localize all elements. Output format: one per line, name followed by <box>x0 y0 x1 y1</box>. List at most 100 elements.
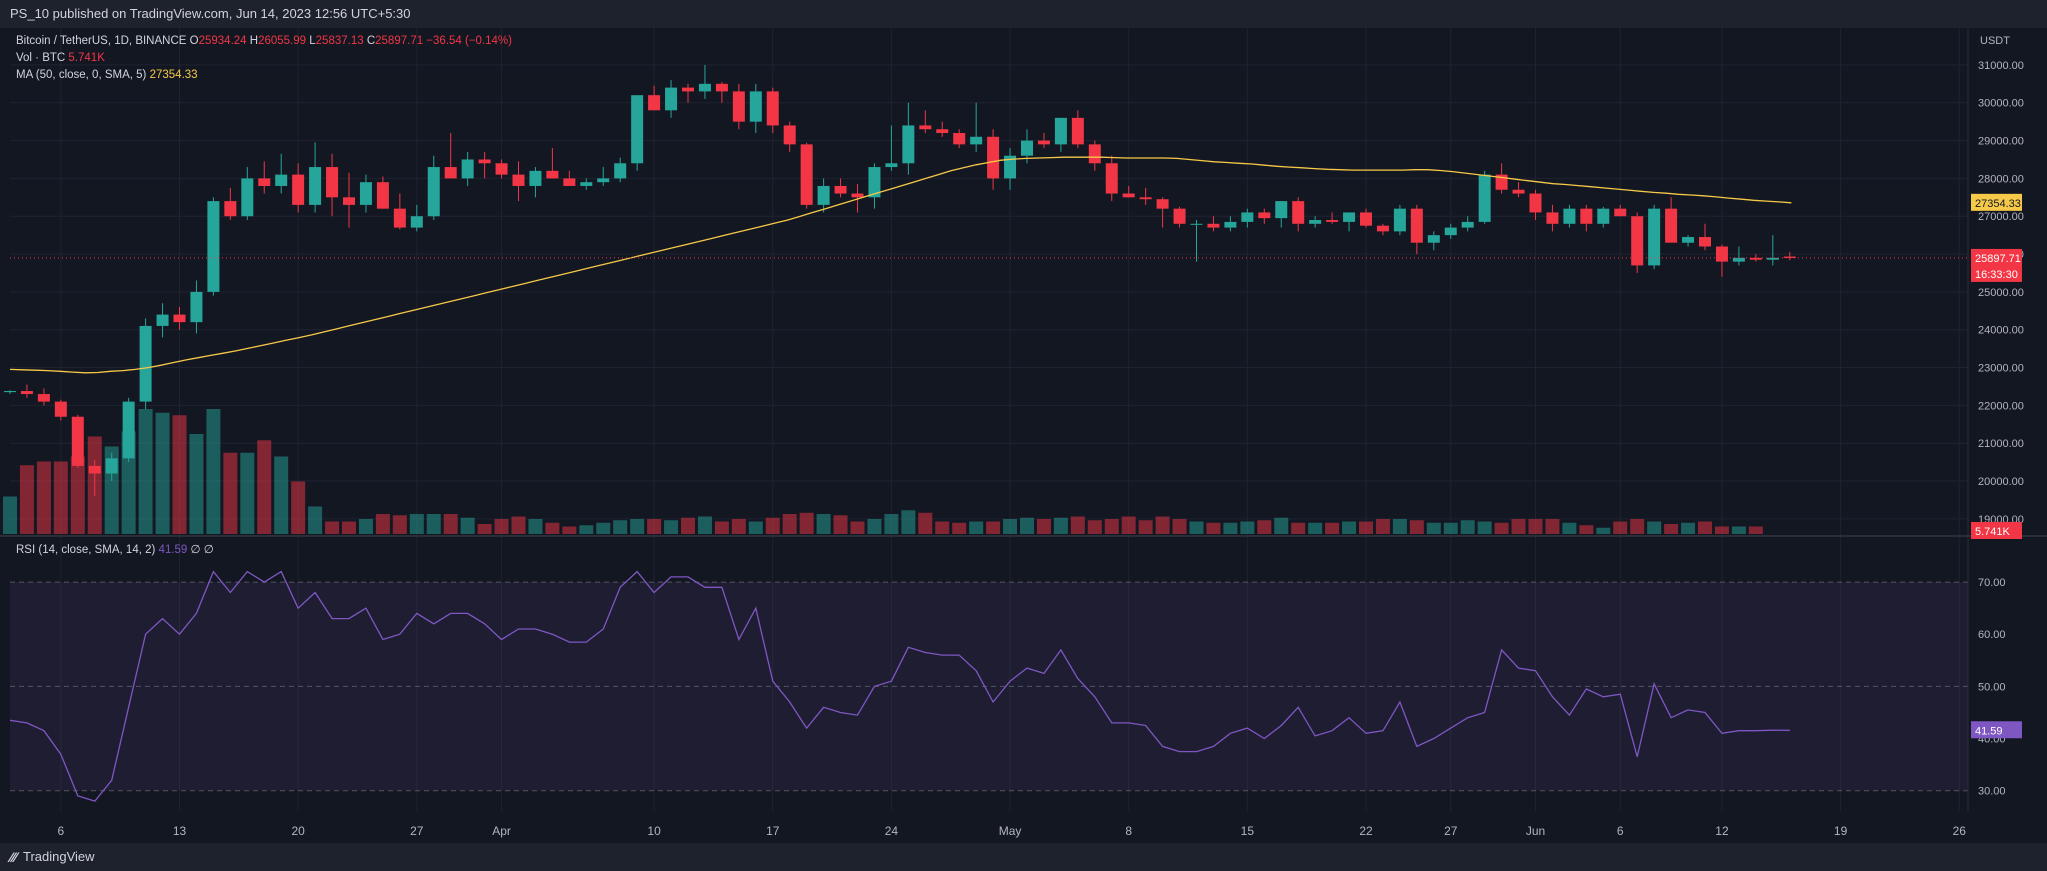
volume-bar <box>765 517 780 534</box>
volume-bar <box>36 461 51 534</box>
time-tick-label: 6 <box>1617 824 1624 838</box>
candle-body <box>1529 193 1542 213</box>
candle-body <box>665 87 678 111</box>
high-value: 26055.99 <box>258 35 307 47</box>
volume-bar <box>392 515 407 534</box>
candle-body <box>122 401 135 459</box>
rsi-label: RSI (14, close, SMA, 14, 2) <box>16 544 156 556</box>
volume-bar <box>291 481 306 534</box>
volume-bar <box>1342 521 1357 534</box>
rsi-line <box>9 570 1790 802</box>
rsi-extra: ∅ ∅ <box>190 544 214 556</box>
volume-bar <box>918 512 933 534</box>
candle-body <box>1139 197 1152 200</box>
volume-label: Vol · BTC <box>16 52 66 64</box>
volume-bar <box>223 452 238 534</box>
candle-body <box>919 125 932 130</box>
volume-bar <box>697 516 712 534</box>
price-axis-unit: USDT <box>1980 35 2010 47</box>
open-label: O <box>189 35 199 47</box>
candle-body <box>1190 223 1203 225</box>
candle-body <box>682 87 694 92</box>
candle-body <box>783 125 796 145</box>
tradingview-logo-icon[interactable]: ⁄⁄⁄ <box>10 849 18 865</box>
volume-bar <box>172 415 187 534</box>
candle-body <box>749 91 762 122</box>
volume-bar <box>1748 526 1763 534</box>
volume-bar <box>1409 520 1424 534</box>
time-tick-label: Apr <box>492 824 511 838</box>
candle-body <box>224 201 237 217</box>
volume-bar <box>579 525 594 534</box>
volume-bar <box>1240 521 1255 534</box>
candle-body <box>1122 193 1135 198</box>
ma-label: MA (50, close, 0, SMA, 5) <box>16 69 147 81</box>
volume-bar <box>460 517 475 534</box>
price-tick-label: 27000.00 <box>1978 211 2024 223</box>
volume-bar <box>901 510 916 534</box>
time-tick-label: 19 <box>1834 824 1848 838</box>
time-tick-label: 20 <box>291 824 305 838</box>
candle-body <box>1766 257 1779 260</box>
candle-body <box>88 465 101 474</box>
candle-body <box>631 95 644 164</box>
footer-bar: ⁄⁄⁄ TradingView <box>0 843 2047 871</box>
volume-bar <box>1003 519 1018 534</box>
time-tick-label: Jun <box>1526 824 1545 838</box>
candle-body <box>444 167 457 179</box>
volume-bar <box>1104 519 1119 534</box>
volume-bar <box>1223 522 1238 534</box>
time-axis[interactable]: 6 13 20 27 Apr 10 17 24 May 8 15 22 27 Jun 6 12 19 26 <box>58 824 1967 838</box>
volume-bar <box>375 514 390 534</box>
volume-bar <box>1087 520 1102 534</box>
rsi-legend: RSI (14, close, SMA, 14, 2) 41.59 ∅ ∅ <box>16 542 214 559</box>
candle-body <box>614 163 627 179</box>
pane-separators <box>0 28 2047 811</box>
candle-body <box>20 391 33 395</box>
symbol-title: Bitcoin / TetherUS, 1D, BINANCE <box>16 35 187 47</box>
volume-bar <box>426 514 441 534</box>
volume-bar <box>748 521 763 534</box>
candle-body <box>343 197 355 205</box>
volume-bar <box>714 521 729 534</box>
volume-bar <box>1257 520 1272 534</box>
candle-body <box>4 391 16 393</box>
volume-bar <box>1630 519 1645 534</box>
candle-body <box>1393 208 1406 232</box>
volume-bar <box>1511 519 1526 534</box>
volume-bar <box>952 522 967 534</box>
candle-body <box>1444 227 1457 236</box>
volume-bar <box>1698 521 1712 534</box>
candle-body <box>546 170 559 179</box>
candle-body <box>902 125 915 164</box>
low-label: L <box>309 35 316 47</box>
volume-bar <box>1528 519 1543 534</box>
candle-body <box>1614 208 1627 217</box>
candle-body <box>105 458 118 474</box>
candle-body <box>1699 237 1711 247</box>
candle-body <box>1783 256 1796 258</box>
chart-canvas[interactable]: USDT19000.0020000.0021000.0022000.002300… <box>0 28 2047 843</box>
volume-bar <box>257 440 272 534</box>
candle-body <box>1715 246 1728 262</box>
volume-bar <box>1138 520 1153 534</box>
candle-body <box>648 95 661 111</box>
candle-body <box>1037 140 1050 145</box>
time-tick-label: 8 <box>1125 824 1132 838</box>
ma-value: 27354.33 <box>149 69 198 81</box>
volume-bar <box>70 456 85 534</box>
volume-bar <box>494 519 509 534</box>
volume-bar <box>1189 521 1204 534</box>
candle-body <box>1376 225 1389 232</box>
candle-body <box>393 208 406 228</box>
rsi-band <box>10 581 1968 792</box>
candle-body <box>1410 208 1423 243</box>
candle-body <box>1326 220 1339 222</box>
price-tick-label: 22000.00 <box>1978 400 2024 412</box>
main-legend: Bitcoin / TetherUS, 1D, BINANCE O25934.2… <box>16 33 512 84</box>
volume-bar <box>189 434 204 534</box>
price-axis[interactable]: USDT19000.0020000.0021000.0022000.002300… <box>1978 35 2024 526</box>
time-tick-label: 24 <box>885 824 899 838</box>
countdown-badge-bg <box>1971 264 2022 282</box>
